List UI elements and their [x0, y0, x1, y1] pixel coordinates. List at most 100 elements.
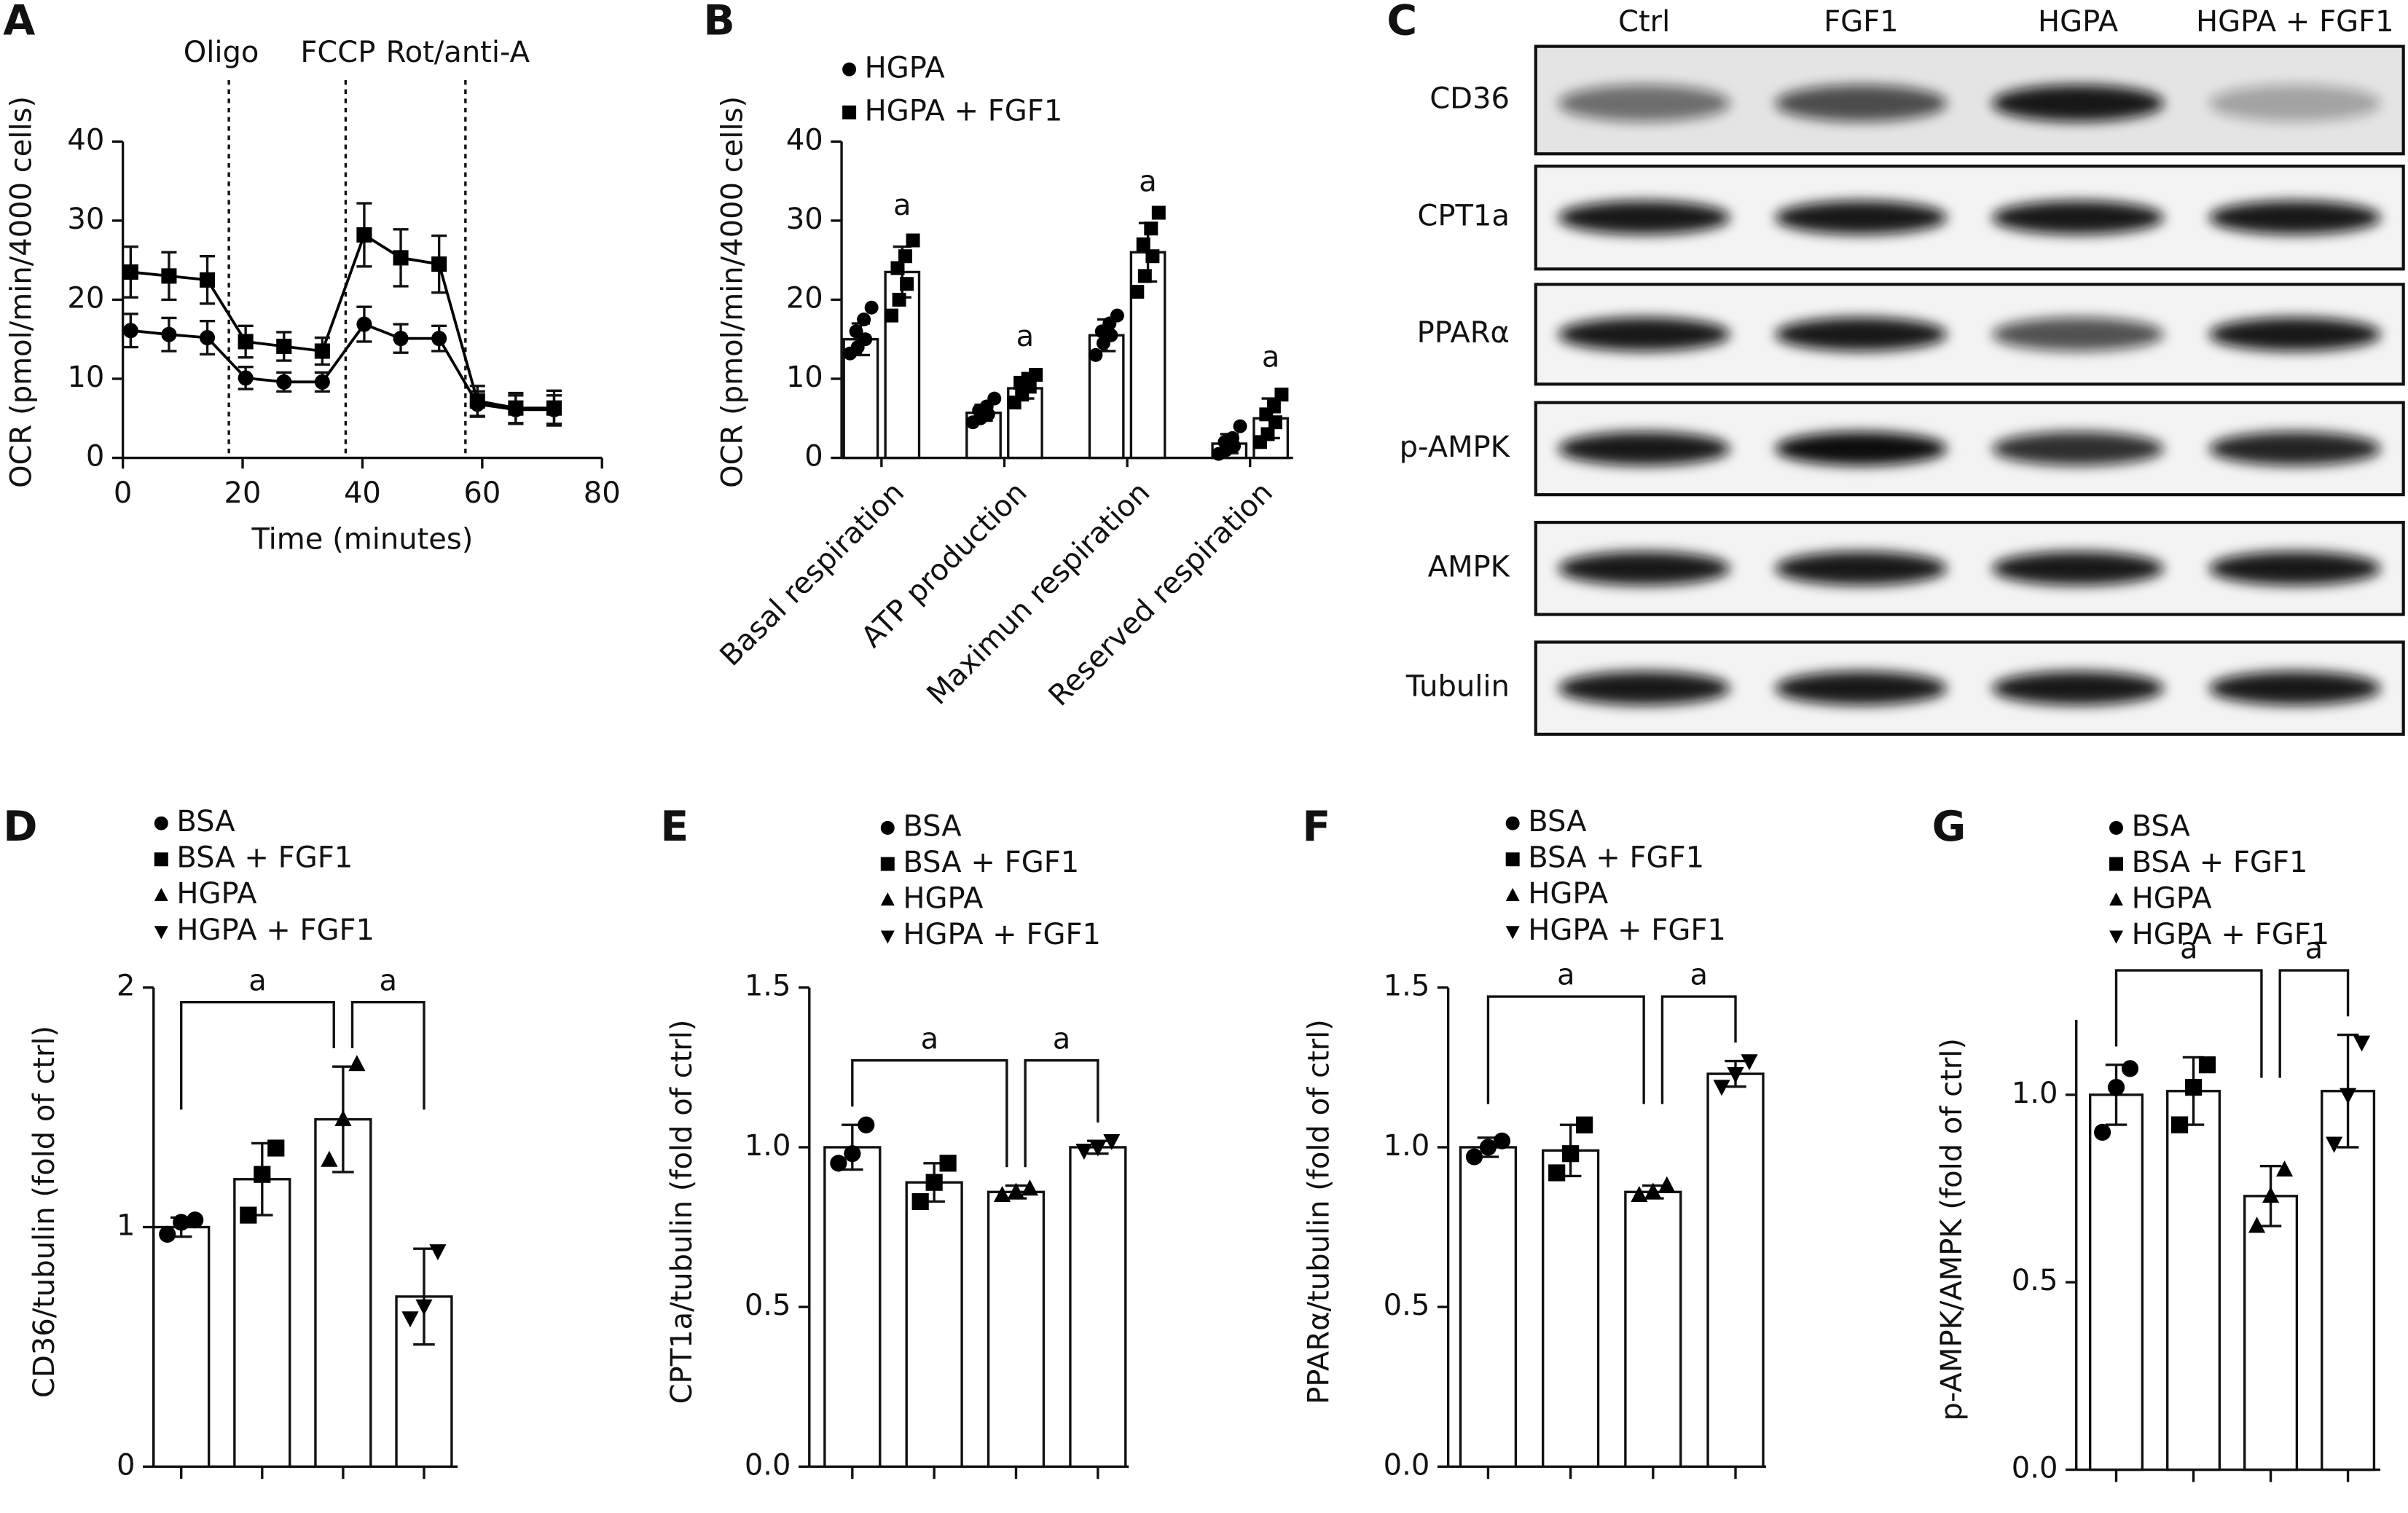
blot-band: [1775, 431, 1948, 466]
marker: [1548, 1164, 1566, 1182]
blot-band: [1558, 551, 1730, 586]
marker: [238, 370, 254, 386]
marker: [858, 332, 873, 347]
significance-label: a: [1139, 165, 1157, 198]
marker: [880, 857, 895, 871]
y-tick-label: 0.0: [745, 1448, 791, 1482]
marker: [508, 400, 524, 416]
marker: [2339, 1088, 2357, 1104]
marker: [1089, 1140, 1107, 1157]
panel-letter: B: [703, 0, 734, 45]
y-tick-label: 30: [67, 203, 104, 236]
marker: [1505, 852, 1520, 867]
y-tick-label: 1: [117, 1209, 135, 1243]
marker: [844, 1145, 861, 1163]
bar: [2243, 1195, 2299, 1471]
marker: [1260, 427, 1275, 441]
annotation-label: Oligo: [184, 36, 259, 69]
y-tick-label: 0.5: [745, 1289, 791, 1322]
y-tick-label: 40: [786, 123, 823, 157]
comparison-label: a: [1053, 1022, 1071, 1056]
marker: [906, 233, 920, 248]
marker: [939, 1155, 957, 1172]
blot-band: [2208, 200, 2381, 235]
blot-band: [2208, 317, 2381, 352]
blot-band: [2208, 671, 2381, 705]
marker: [1136, 237, 1150, 251]
y-tick-label: 20: [786, 281, 823, 315]
marker: [890, 261, 905, 275]
panel-letter: F: [1302, 803, 1330, 851]
legend-label: BSA: [2132, 810, 2191, 844]
legend-label: BSA: [903, 810, 962, 844]
bar: [152, 1225, 211, 1469]
comparison-bracket: [350, 1001, 425, 1110]
marker: [858, 1116, 875, 1133]
marker: [892, 292, 906, 307]
y-axis-title: CPT1a/tubulin (fold of ctrl): [665, 1020, 699, 1404]
marker: [864, 300, 879, 315]
marker: [849, 324, 863, 339]
comparison-label: a: [379, 964, 397, 997]
marker: [2093, 1123, 2111, 1141]
x-tick-label: 80: [584, 476, 621, 510]
annotation-label: FCCP: [300, 36, 375, 69]
bar: [1459, 1146, 1518, 1469]
blot-band: [1775, 317, 1948, 352]
bar: [233, 1178, 291, 1469]
legend-label: HGPA: [903, 882, 984, 916]
marker: [2109, 857, 2124, 871]
legend-label: HGPA: [2132, 882, 2213, 916]
comparison-label: a: [248, 964, 267, 997]
y-axis-title: OCR (pmol/min/4000 cells): [5, 96, 39, 488]
marker: [334, 1109, 352, 1126]
marker: [830, 1155, 847, 1172]
marker: [267, 1139, 285, 1157]
y-tick-label: 1.5: [1384, 970, 1430, 1003]
marker: [1089, 347, 1103, 362]
marker: [1505, 926, 1520, 940]
marker: [1562, 1145, 1580, 1163]
marker: [1075, 1144, 1093, 1160]
marker: [911, 1192, 929, 1211]
marker: [1479, 1139, 1497, 1156]
marker: [546, 400, 562, 416]
marker: [2107, 1079, 2125, 1096]
blot-band: [1992, 671, 2165, 705]
marker: [898, 249, 913, 264]
marker: [122, 264, 138, 280]
legend-label: HGPA + FGF1: [1528, 913, 1726, 947]
bar: [1706, 1072, 1765, 1469]
marker: [880, 930, 895, 944]
blot-band: [1558, 200, 1730, 235]
blot-band: [1992, 317, 2165, 352]
legend-label: BSA: [176, 805, 235, 838]
protein-label: p-AMPK: [1400, 431, 1511, 464]
significance-label: a: [1016, 320, 1035, 353]
marker: [1233, 419, 1247, 433]
marker: [321, 1150, 338, 1167]
legend-label: BSA + FGF1: [2132, 846, 2308, 879]
x-tick-label: 20: [224, 476, 262, 510]
marker: [173, 1214, 190, 1231]
comparison-bracket: [1486, 995, 1645, 1104]
marker: [199, 330, 216, 346]
legend-label: HGPA + FGF1: [176, 913, 374, 947]
marker: [1130, 285, 1145, 299]
legend-label: HGPA: [1528, 877, 1609, 911]
annotation-label: Rot/anti-A: [386, 36, 530, 69]
legend-label: HGPA + FGF1: [2132, 918, 2330, 951]
marker: [925, 1174, 943, 1191]
comparison-label: a: [921, 1022, 939, 1056]
marker: [415, 1299, 433, 1316]
x-tick-label: 40: [344, 476, 381, 510]
bar: [1624, 1190, 1682, 1469]
marker: [1029, 368, 1043, 382]
marker: [1658, 1176, 1676, 1192]
marker: [1727, 1066, 1744, 1083]
protein-label: AMPK: [1428, 550, 1511, 583]
marker: [429, 1244, 447, 1261]
marker: [1644, 1182, 1662, 1199]
marker: [2275, 1160, 2294, 1177]
blot-band: [1992, 431, 2165, 466]
